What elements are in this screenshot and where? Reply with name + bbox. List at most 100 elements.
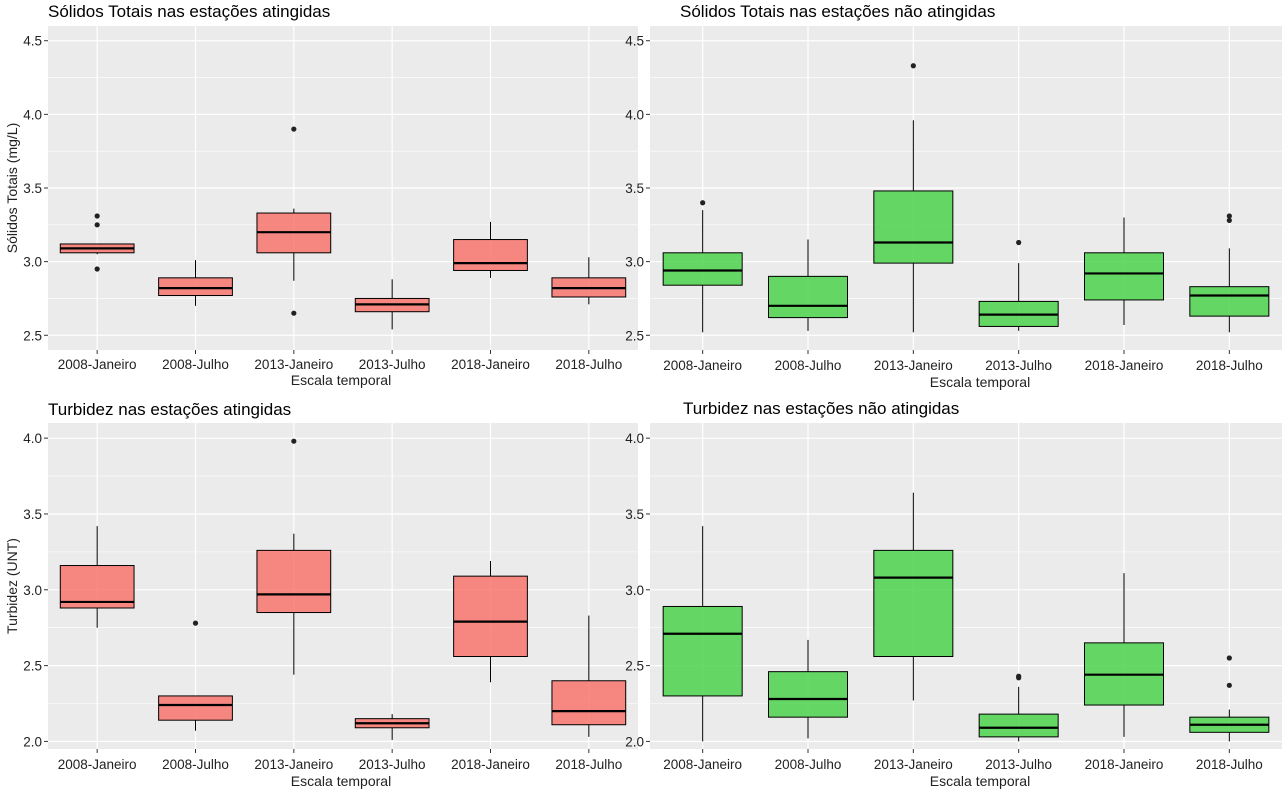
box-iqr (256, 549, 332, 614)
boxplot-2013-Julho (978, 239, 1059, 331)
box-iqr (873, 549, 954, 658)
boxplot-2008-Julho (158, 260, 233, 306)
x-tick-label: 2013-Janeiro (254, 357, 333, 372)
x-axis-label: Escala temporal (930, 773, 1030, 789)
x-tick-label: 2013-Janeiro (874, 757, 953, 772)
box-iqr (978, 713, 1059, 738)
panel-solidos-atingidas: 2.5 3.0 3.5 4.0 4.5 2008-Janeiro 2008-Julho 201… (4, 2, 638, 388)
box-iqr (453, 575, 528, 658)
y-tick-label: 3.5 (23, 507, 42, 522)
boxplot-2013-Janeiro (256, 438, 332, 675)
boxplot-2018-Janeiro (453, 221, 528, 278)
box-iqr (158, 277, 233, 297)
x-axis-label: Escala temporal (291, 773, 391, 789)
panel-title: Sólidos Totais nas estações não atingida… (680, 2, 995, 21)
y-tick-label: 2.5 (625, 659, 644, 674)
x-tick-label: 2008-Janeiro (58, 357, 137, 372)
x-tick-label: 2013-Janeiro (254, 757, 333, 772)
x-tick-label: 2018-Janeiro (451, 757, 530, 772)
panel-title: Turbidez nas estações atingidas (48, 400, 291, 419)
outlier-point (1016, 239, 1022, 246)
y-tick-label: 3.0 (23, 583, 42, 598)
boxplot-2013-Julho (978, 673, 1059, 742)
x-tick-label: 2013-Julho (359, 757, 426, 772)
y-tick-label: 3.5 (625, 507, 644, 522)
boxplot-2018-Janeiro (1084, 573, 1164, 737)
outlier-point (1226, 217, 1232, 223)
x-tick-label: 2008-Julho (162, 757, 229, 772)
x-axis-label: Escala temporal (291, 372, 391, 388)
boxplot-2018-Janeiro (1084, 217, 1164, 325)
boxplot-2013-Janeiro (873, 63, 954, 333)
x-tick-label: 2018-Janeiro (1085, 757, 1164, 772)
y-tick-label: 3.0 (625, 255, 644, 270)
x-tick-label: 2018-Julho (555, 757, 622, 772)
panel-turbidez-atingidas: 2.0 2.5 3.0 3.5 4.0 2008-Janeiro 2008-Julho 201… (4, 400, 638, 789)
box-iqr (158, 695, 233, 721)
plot-background (650, 423, 1282, 749)
y-tick-label: 3.0 (625, 583, 644, 598)
panel-title: Turbidez nas estações não atingidas (683, 399, 959, 418)
x-tick-label: 2008-Julho (775, 757, 842, 772)
boxplot-2018-Julho (1189, 213, 1270, 333)
boxplot-2013-Julho (354, 279, 430, 330)
panel-solidos-nao-atingidas: 2.5 3.0 3.5 4.0 4.5 2008-Janeiro 2008-Julho 201… (625, 2, 1282, 390)
x-tick-label: 2018-Janeiro (1085, 358, 1164, 373)
outlier-point (94, 222, 100, 228)
y-tick-label: 3.5 (625, 181, 644, 196)
x-tick-label: 2018-Julho (555, 357, 622, 372)
outlier-point (291, 310, 297, 316)
outlier-point (192, 620, 199, 626)
y-tick-label: 4.0 (625, 107, 644, 122)
x-tick-label: 2013-Janeiro (874, 358, 953, 373)
outlier-point (1226, 213, 1232, 219)
boxplot-2013-Janeiro (873, 492, 954, 701)
y-tick-label: 2.0 (23, 734, 42, 749)
x-tick-label: 2013-Julho (359, 357, 426, 372)
outlier-point (1226, 682, 1232, 688)
boxplot-2018-Janeiro (453, 560, 528, 683)
boxplot-2008-Janeiro (662, 200, 743, 333)
outlier-point (291, 126, 297, 132)
y-tick-label: 4.0 (625, 431, 644, 446)
outlier-point (94, 266, 100, 272)
panel-title: Sólidos Totais nas estações atingidas (48, 2, 330, 21)
y-tick-label: 4.0 (23, 431, 42, 446)
plot-background (48, 423, 638, 749)
boxplot-2008-Janeiro (662, 526, 743, 742)
box-iqr (1084, 252, 1164, 301)
box-iqr (768, 671, 848, 718)
y-tick-label: 2.5 (23, 659, 42, 674)
box-iqr (662, 605, 743, 697)
outlier-point (700, 200, 706, 206)
x-tick-label: 2018-Julho (1196, 358, 1263, 373)
x-tick-label: 2013-Julho (985, 358, 1052, 373)
boxplot-2018-Julho (1189, 655, 1270, 742)
outlier-point (291, 438, 297, 444)
outlier-point (1226, 655, 1232, 661)
y-tick-label: 4.5 (23, 34, 42, 49)
y-tick-label: 2.0 (625, 734, 644, 749)
panel-turbidez-nao-atingidas: 2.0 2.5 3.0 3.5 4.0 2008-Janeiro 2008-Julho 201… (625, 399, 1282, 789)
box-iqr (1189, 286, 1270, 317)
y-axis-label: Turbidez (UNT) (4, 538, 20, 634)
x-tick-label: 2008-Janeiro (58, 757, 137, 772)
x-tick-label: 2018-Julho (1196, 757, 1263, 772)
y-tick-label: 2.5 (23, 328, 42, 343)
y-tick-label: 2.5 (625, 328, 644, 343)
boxplot-2018-Julho (551, 615, 627, 737)
outlier-point (94, 213, 100, 219)
x-axis-label: Escala temporal (930, 374, 1030, 390)
x-tick-label: 2008-Janeiro (663, 757, 742, 772)
x-tick-label: 2008-Julho (775, 358, 842, 373)
y-tick-label: 3.0 (23, 255, 42, 270)
boxplot-2018-Julho (551, 257, 627, 305)
x-tick-label: 2013-Julho (985, 757, 1052, 772)
boxplot-2008-Janeiro (59, 526, 135, 628)
outlier-point (1016, 675, 1022, 681)
boxplot-2013-Janeiro (256, 126, 332, 316)
boxplot-2008-Julho (768, 639, 848, 739)
boxplot-2008-Janeiro (59, 213, 135, 272)
boxplot-2008-Julho (768, 239, 848, 331)
